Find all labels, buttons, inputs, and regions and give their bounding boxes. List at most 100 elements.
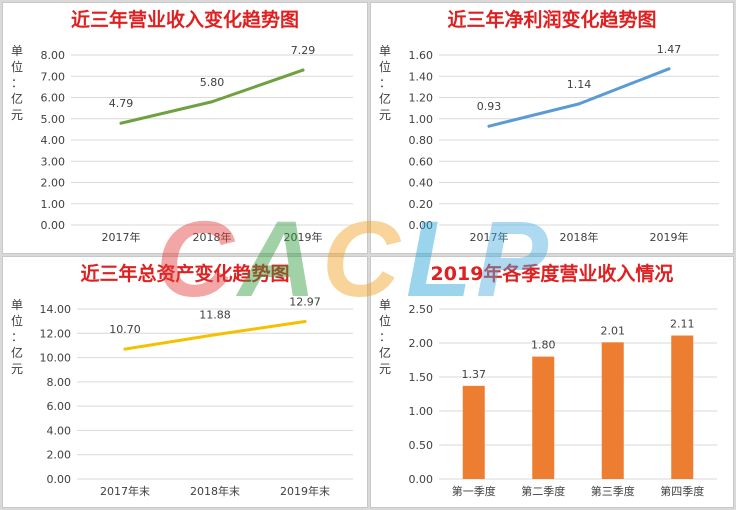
y-tick-label: 0.60	[409, 155, 434, 168]
x-tick-label: 2018年	[560, 230, 599, 244]
unit-label: 单 位 ： 亿 元	[9, 297, 25, 377]
unit-label: 单 位 ： 亿 元	[377, 43, 393, 123]
data-point	[119, 121, 123, 125]
revenue-trend-panel: 近三年营业收入变化趋势图 单 位 ： 亿 元 0.00 1.00 2.00 3.00 4…	[2, 2, 368, 254]
y-tick-label: 8.00	[41, 49, 66, 62]
unit-char: 元	[10, 362, 23, 376]
quarterly-revenue-panel: 2019年各季度营业收入情况 单 位 ： 亿 元 0.00 0.50 1.00 1.5…	[370, 256, 734, 508]
data-point	[123, 347, 127, 351]
x-tick-label: 第二季度	[521, 484, 565, 498]
data-label: 1.47	[657, 43, 682, 56]
data-label: 0.93	[477, 100, 502, 113]
unit-char: 位	[378, 60, 391, 74]
unit-char: 亿	[10, 92, 23, 106]
x-tick-label: 2018年末	[190, 484, 240, 498]
y-tick-label: 0.00	[47, 473, 72, 486]
y-tick-label: 12.00	[40, 327, 72, 340]
unit-char: ：	[10, 76, 23, 90]
unit-char: 单	[378, 298, 391, 312]
unit-char: 亿	[378, 346, 391, 360]
y-tick-label: 10.00	[40, 352, 72, 365]
y-tick-label: 1.00	[41, 198, 66, 211]
bar	[601, 342, 624, 479]
chart-title: 近三年营业收入变化趋势图	[70, 9, 299, 31]
unit-char: ：	[378, 330, 391, 344]
unit-char: ：	[378, 76, 391, 90]
unit-char: 元	[378, 362, 391, 376]
bar	[671, 335, 694, 479]
data-label: 10.70	[109, 323, 141, 336]
data-label: 1.14	[567, 78, 592, 91]
unit-char: 单	[10, 298, 23, 312]
x-tick-label: 2017年	[470, 230, 509, 244]
data-label: 1.37	[462, 368, 487, 381]
data-label: 11.88	[199, 309, 231, 322]
y-tick-label: 6.00	[47, 400, 72, 413]
y-tick-label: 1.60	[409, 49, 434, 62]
unit-char: 位	[10, 314, 23, 328]
y-tick-label: 0.00	[41, 219, 66, 232]
data-point	[487, 124, 491, 128]
net-profit-line-chart: 0.00 0.20 0.40 0.60 0.80 1.00 1.20 1.40 1.60 0.93…	[409, 43, 719, 244]
unit-char: ：	[10, 330, 23, 344]
y-tick-label: 8.00	[47, 376, 72, 389]
data-label: 1.80	[531, 339, 556, 352]
y-tick-label: 2.00	[47, 449, 72, 462]
unit-char: 亿	[10, 346, 23, 360]
y-tick-label: 3.00	[41, 155, 66, 168]
unit-char: 单	[378, 44, 391, 58]
unit-char: 位	[378, 314, 391, 328]
data-point	[577, 102, 581, 106]
data-point	[301, 68, 305, 72]
unit-label: 单 位 ： 亿 元	[9, 43, 25, 123]
chart-title: 2019年各季度营业收入情况	[430, 263, 674, 285]
data-label: 7.29	[291, 44, 316, 57]
x-tick-label: 第四季度	[660, 484, 704, 498]
y-tick-label: 4.00	[41, 134, 66, 147]
y-tick-label: 2.00	[409, 337, 434, 350]
x-tick-label: 2019年末	[280, 484, 330, 498]
revenue-line-chart: 0.00 1.00 2.00 3.00 4.00 5.00 6.00 7.00 8.00 4.79…	[41, 44, 353, 244]
y-tick-label: 0.20	[409, 198, 434, 211]
total-assets-trend-panel: 近三年总资产变化趋势图 单 位 ： 亿 元 0.00 2.00 4.00 6.00 8.…	[2, 256, 368, 508]
quarterly-revenue-bar-chart: 0.00 0.50 1.00 1.50 2.00 2.50 1.37 第一季度 1.80 第二季度…	[409, 303, 717, 498]
x-tick-label: 2017年末	[100, 484, 150, 498]
y-tick-label: 2.00	[41, 177, 66, 190]
x-tick-label: 2017年	[102, 230, 141, 244]
y-tick-label: 7.00	[41, 70, 66, 83]
y-tick-label: 4.00	[47, 424, 72, 437]
y-tick-label: 6.00	[41, 92, 66, 105]
x-tick-label: 2019年	[650, 230, 689, 244]
data-point	[303, 320, 307, 324]
unit-label: 单 位 ： 亿 元	[377, 297, 393, 377]
chart-title: 近三年净利润变化趋势图	[447, 9, 657, 31]
y-tick-label: 1.20	[409, 92, 434, 105]
data-point	[667, 67, 671, 71]
unit-char: 亿	[378, 92, 391, 106]
chart-title: 近三年总资产变化趋势图	[80, 263, 290, 285]
y-tick-label: 2.50	[409, 303, 434, 316]
data-label: 5.80	[200, 76, 225, 89]
unit-char: 位	[10, 60, 23, 74]
y-tick-label: 0.80	[409, 134, 434, 147]
y-tick-label: 1.00	[409, 405, 434, 418]
y-tick-label: 1.00	[409, 113, 434, 126]
y-tick-label: 1.40	[409, 70, 434, 83]
y-tick-label: 0.40	[409, 177, 434, 190]
data-point	[213, 333, 217, 337]
y-tick-label: 14.00	[40, 303, 72, 316]
net-profit-trend-panel: 近三年净利润变化趋势图 单 位 ： 亿 元 0.00 0.20 0.40 0.60 0.…	[370, 2, 734, 254]
total-assets-line-chart: 0.00 2.00 4.00 6.00 8.00 10.00 12.00 14.00 10.70…	[40, 296, 353, 498]
x-tick-label: 第一季度	[452, 484, 496, 498]
x-tick-label: 2018年	[193, 230, 232, 244]
y-tick-label: 0.00	[409, 219, 434, 232]
data-label: 2.01	[601, 324, 626, 337]
unit-char: 元	[10, 108, 23, 122]
x-tick-label: 第三季度	[591, 484, 635, 498]
y-tick-label: 0.00	[409, 473, 434, 486]
y-tick-label: 0.50	[409, 439, 434, 452]
unit-char: 元	[378, 108, 391, 122]
y-tick-label: 1.50	[409, 371, 434, 384]
bar	[462, 385, 485, 479]
y-tick-label: 5.00	[41, 113, 66, 126]
